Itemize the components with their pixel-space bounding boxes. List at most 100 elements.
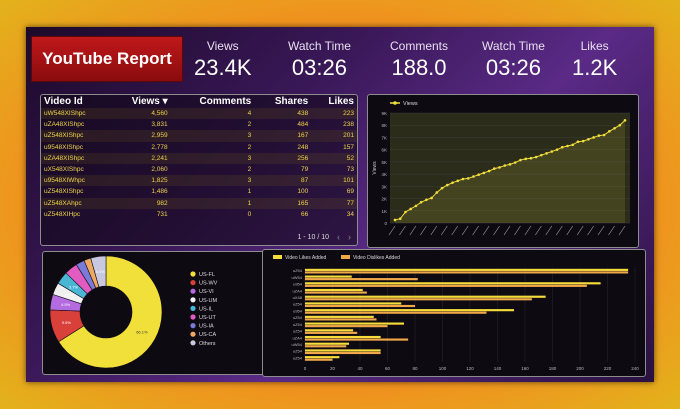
table-cell: 1,486: [151, 188, 168, 196]
table-row[interactable]: u9548XIShpc 2,778 2 248 157: [41, 142, 357, 153]
data-point[interactable]: [440, 186, 444, 190]
table-cell: 2,060: [151, 166, 168, 174]
table-row[interactable]: uZ548XIShpc 2,959 3 167 201: [41, 130, 357, 142]
data-point[interactable]: [482, 171, 486, 175]
data-point[interactable]: [613, 126, 616, 130]
bar[interactable]: [305, 291, 367, 294]
bar[interactable]: [305, 349, 381, 352]
data-point[interactable]: [466, 177, 470, 180]
data-point[interactable]: [576, 140, 580, 144]
data-point[interactable]: [435, 191, 439, 194]
data-point[interactable]: [608, 130, 611, 133]
bar[interactable]: [305, 342, 349, 345]
bar[interactable]: [305, 268, 629, 271]
y-tick-label: u954: [293, 282, 303, 287]
data-point[interactable]: [545, 152, 548, 155]
bar[interactable]: [305, 278, 418, 281]
data-point[interactable]: [414, 204, 418, 208]
data-point[interactable]: [550, 150, 554, 153]
data-point[interactable]: [592, 136, 595, 139]
data-point[interactable]: [602, 133, 606, 137]
data-point[interactable]: [529, 156, 533, 160]
bar[interactable]: [305, 338, 409, 341]
bar[interactable]: [305, 302, 402, 305]
data-point[interactable]: [519, 158, 522, 162]
data-point[interactable]: [508, 163, 512, 166]
table-cell: 3: [170, 152, 255, 164]
data-point[interactable]: [472, 175, 475, 178]
bar[interactable]: [305, 335, 381, 339]
data-point[interactable]: [581, 139, 585, 143]
data-point[interactable]: [566, 144, 569, 148]
bar[interactable]: [305, 284, 587, 287]
data-point[interactable]: [451, 181, 454, 184]
table-row[interactable]: uX548XIShpc 2,060 2 79 73: [41, 164, 357, 175]
donut-slice[interactable]: [58, 255, 163, 369]
slice-label: 9.5%: [62, 320, 72, 325]
data-point[interactable]: [456, 179, 460, 183]
data-point[interactable]: [393, 218, 397, 222]
bar[interactable]: [305, 298, 532, 301]
y-tick-label: uW54: [292, 342, 303, 347]
data-point[interactable]: [461, 177, 465, 181]
data-point[interactable]: [555, 148, 559, 151]
data-point[interactable]: [404, 210, 407, 214]
data-point[interactable]: [487, 169, 491, 173]
data-point[interactable]: [493, 167, 496, 170]
data-point[interactable]: [524, 157, 527, 161]
table-cell: 731: [156, 210, 168, 218]
prev-page-icon[interactable]: ‹: [337, 232, 340, 242]
bar[interactable]: [305, 345, 347, 348]
data-point[interactable]: [560, 145, 564, 149]
bar[interactable]: [305, 331, 358, 334]
bar[interactable]: [305, 329, 354, 332]
data-point[interactable]: [425, 198, 428, 202]
bar[interactable]: [305, 271, 629, 274]
table-row[interactable]: u9548XIWhpc 1,825 3 87 101: [41, 175, 357, 187]
bar[interactable]: [305, 282, 601, 285]
column-header[interactable]: Views ▾: [131, 96, 168, 107]
x-tick-label: [493, 225, 500, 236]
data-point[interactable]: [587, 137, 590, 141]
data-point[interactable]: [419, 200, 423, 204]
bar[interactable]: [305, 351, 381, 355]
data-point[interactable]: [445, 183, 449, 187]
table-row[interactable]: uW548XIShpc 4,560 4 438 223: [41, 108, 357, 120]
bar[interactable]: [305, 311, 487, 314]
bar[interactable]: [305, 304, 415, 308]
data-point[interactable]: [498, 166, 501, 169]
next-page-icon[interactable]: ›: [348, 232, 351, 242]
bar[interactable]: [305, 275, 352, 278]
data-point[interactable]: [430, 196, 433, 200]
data-point[interactable]: [503, 164, 507, 167]
y-tick-label: uW54: [292, 275, 303, 280]
data-point[interactable]: [477, 173, 480, 177]
bar[interactable]: [305, 325, 388, 328]
table-row[interactable]: uZ548XIShpc 1,486 1 100 69: [41, 186, 357, 197]
data-point[interactable]: [513, 161, 517, 164]
bar[interactable]: [305, 318, 377, 321]
data-point[interactable]: [409, 207, 412, 211]
bar[interactable]: [305, 356, 340, 359]
x-tick-label: [420, 225, 427, 236]
data-point[interactable]: [623, 119, 627, 122]
table-cell: 2: [247, 121, 252, 129]
bar[interactable]: [305, 358, 333, 361]
table-row[interactable]: uZA48XIShpc 2,241 3 256 52: [41, 152, 357, 164]
bar[interactable]: [305, 288, 363, 292]
donut-slice[interactable]: [90, 255, 107, 288]
bar[interactable]: [305, 309, 514, 312]
data-point[interactable]: [398, 217, 402, 221]
bar[interactable]: [305, 315, 374, 318]
bar[interactable]: [305, 295, 546, 298]
data-point[interactable]: [597, 134, 601, 137]
data-point[interactable]: [571, 143, 575, 147]
kpi-likes: Likes 1.2K: [572, 39, 617, 81]
bar[interactable]: [305, 322, 404, 325]
data-point[interactable]: [618, 123, 622, 127]
data-point[interactable]: [534, 155, 538, 159]
table-row[interactable]: uZ548XIHpc 731 0 66 34: [41, 209, 357, 220]
table-row[interactable]: uZA48XIShpc 3,831 2 484 238: [41, 119, 357, 130]
data-point[interactable]: [540, 153, 543, 157]
table-row[interactable]: uZ548XAhpc 982 1 165 77: [41, 197, 357, 209]
